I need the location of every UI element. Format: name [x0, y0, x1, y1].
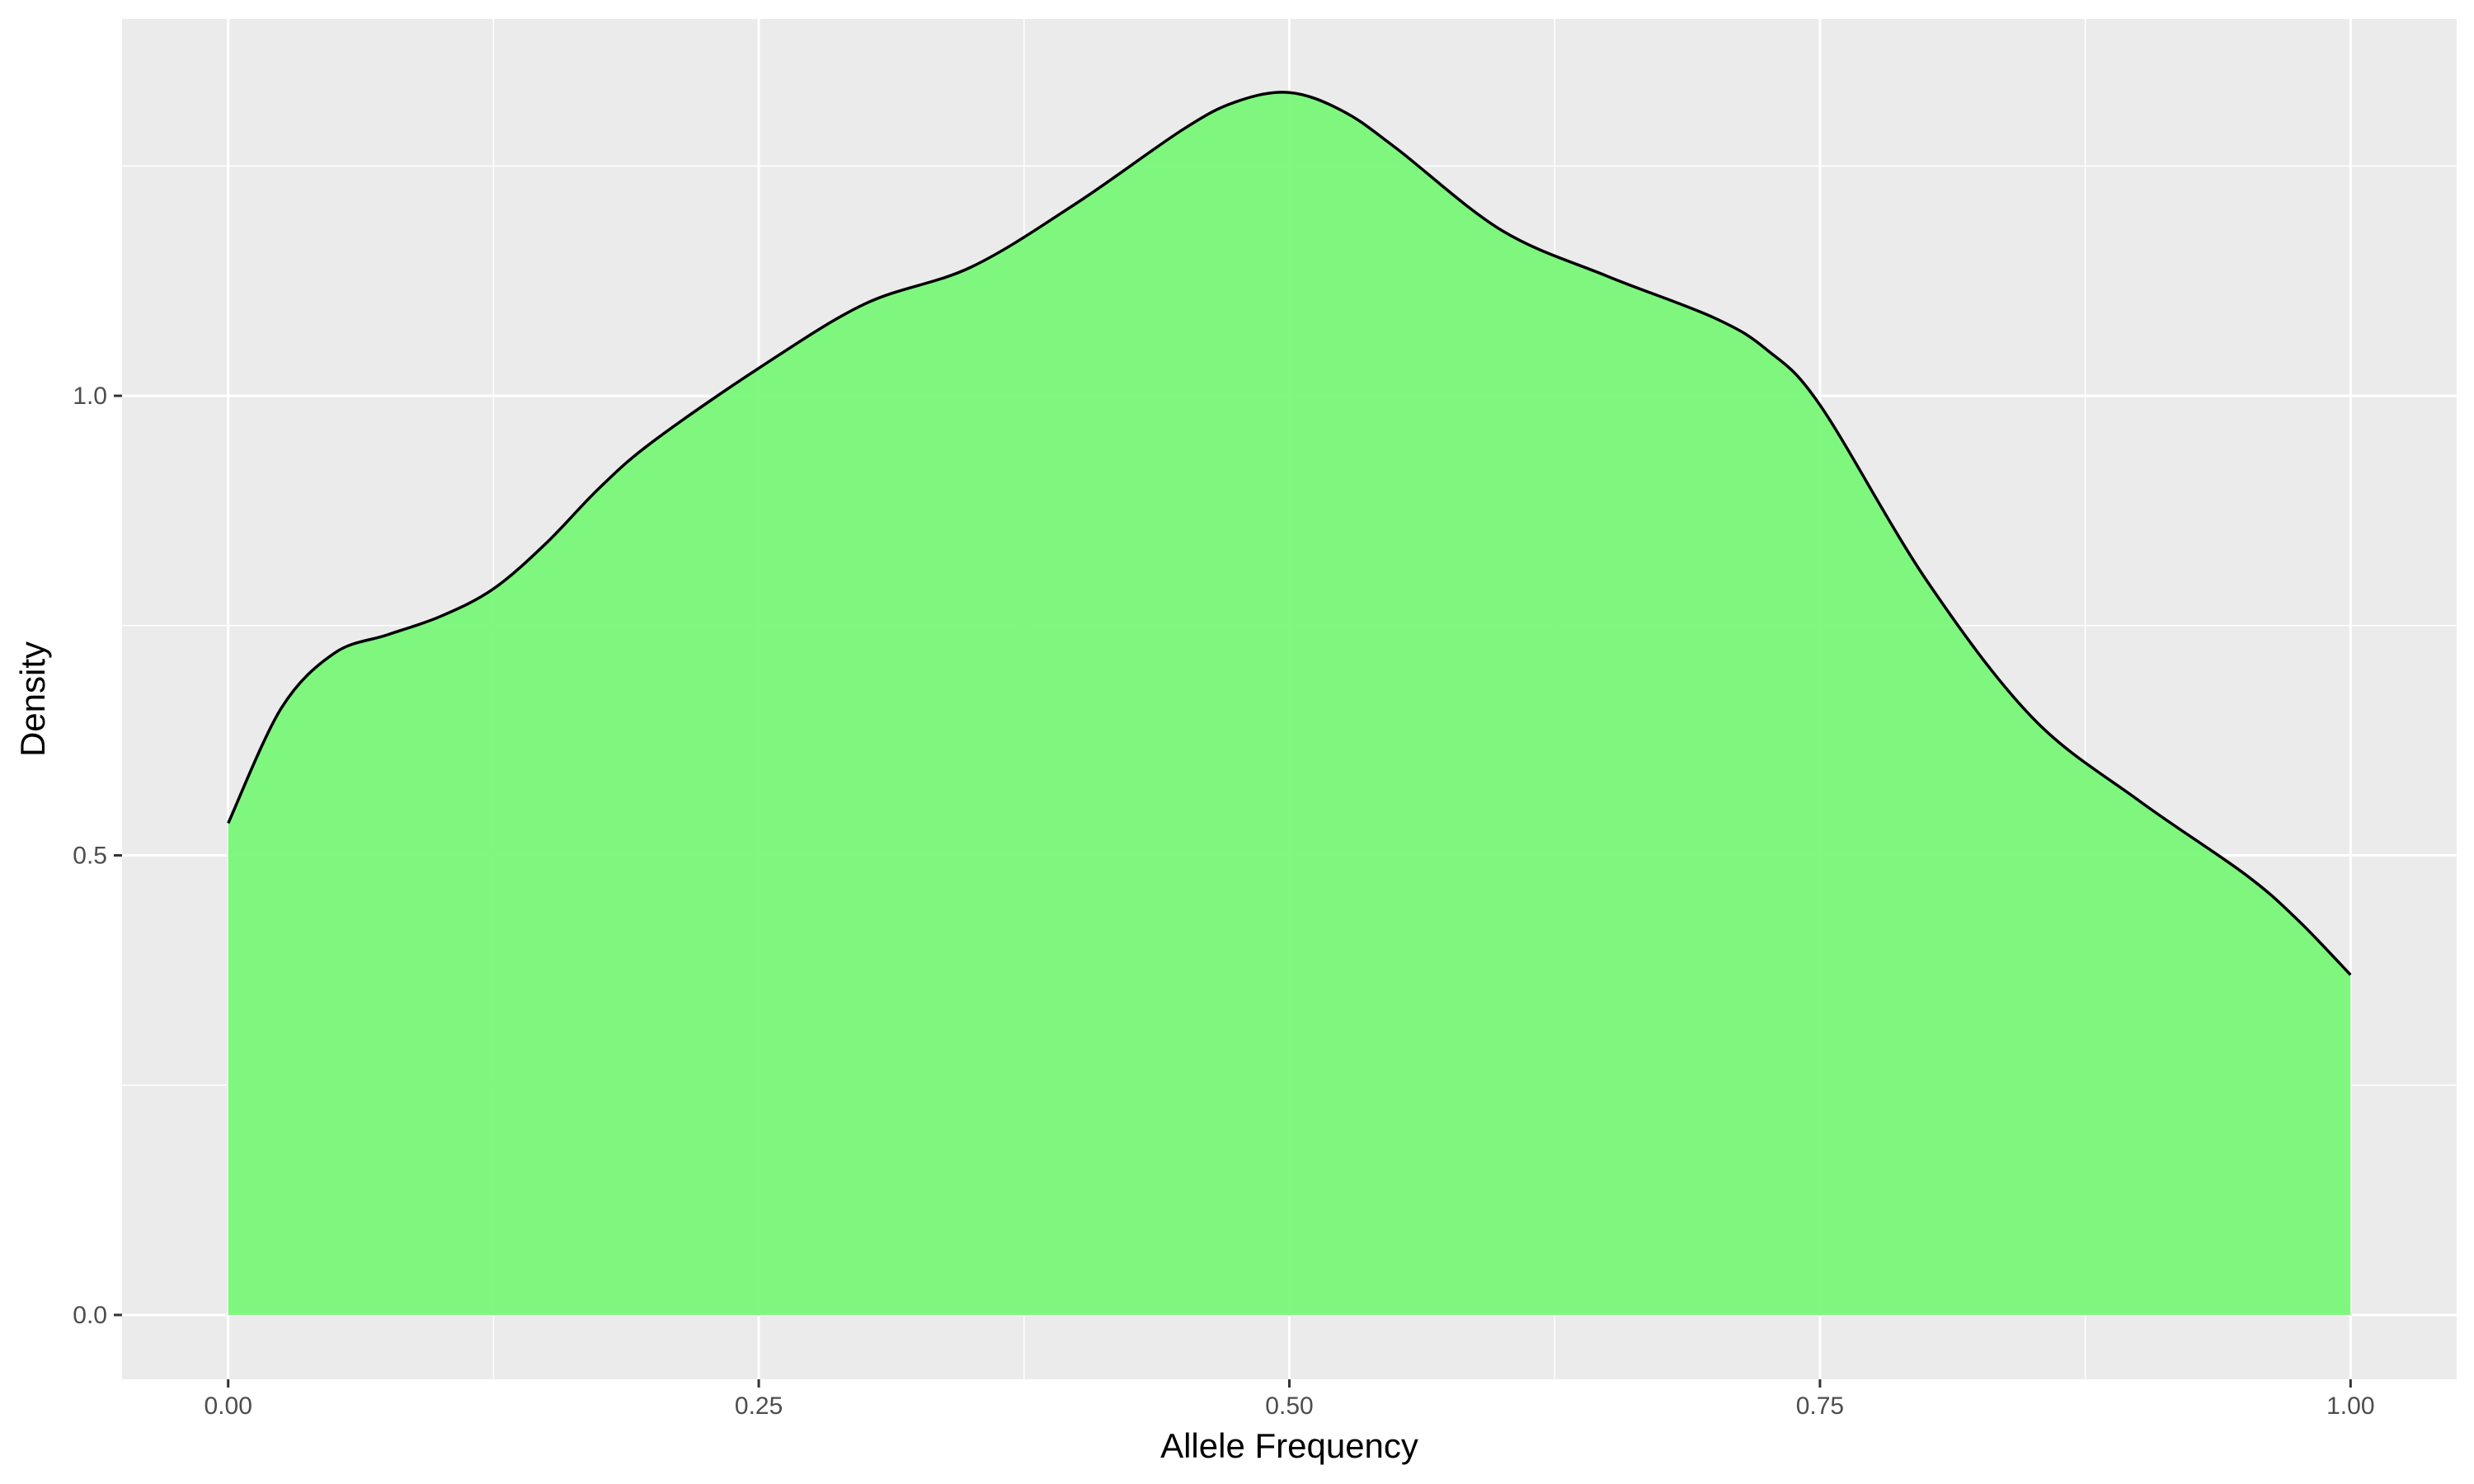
y-tick-label: 0.5 [73, 843, 107, 870]
x-tick-label: 1.00 [2326, 1392, 2374, 1420]
y-tick-label: 0.0 [73, 1302, 107, 1329]
y-tick-label: 1.0 [73, 383, 107, 410]
density-curve-line [227, 91, 2352, 976]
x-tick-label: 0.00 [204, 1392, 252, 1420]
x-axis-ticks: 0.00 0.25 0.50 0.75 1.00 [204, 1379, 2375, 1420]
y-axis-ticks: 0.0 0.5 1.0 [73, 383, 122, 1329]
x-tick-label: 0.75 [1796, 1392, 1844, 1420]
x-axis-title: Allele Frequency [1160, 1426, 1418, 1465]
y-axis-title: Density [13, 641, 52, 757]
x-tick-label: 0.50 [1265, 1392, 1313, 1420]
x-tick-label: 0.25 [735, 1392, 783, 1420]
density-area-fill [228, 92, 2351, 1315]
